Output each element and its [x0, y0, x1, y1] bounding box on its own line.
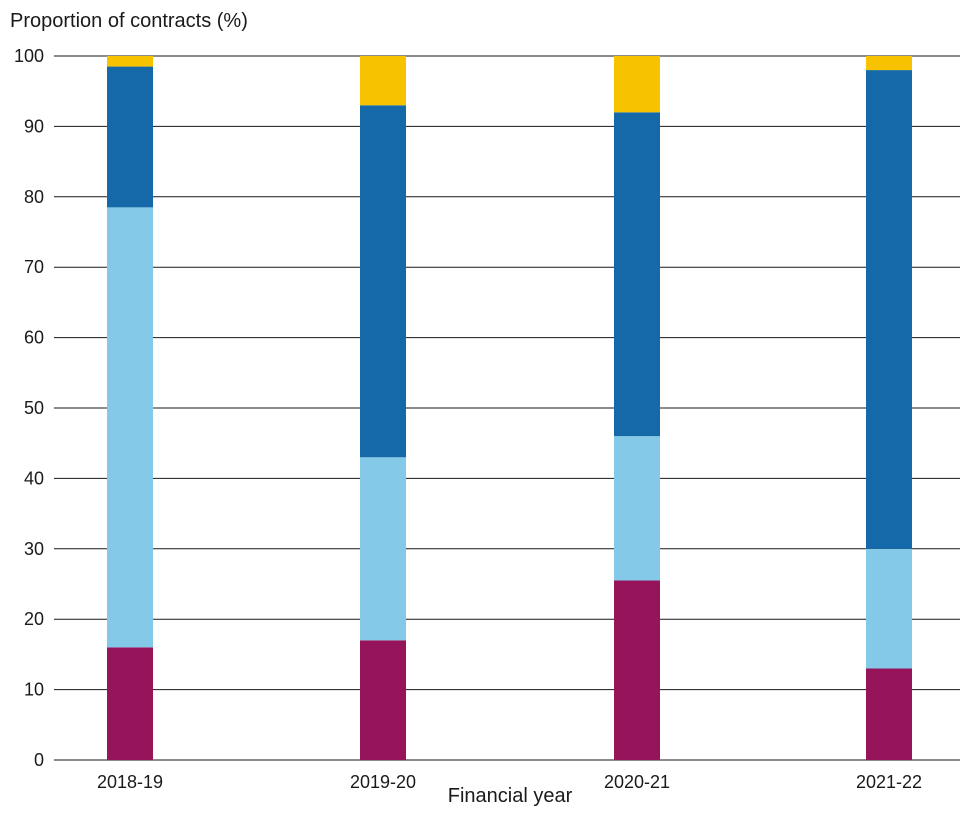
gridlines [54, 55, 960, 761]
bar-segment [866, 70, 912, 549]
bar-segment [107, 56, 153, 67]
y-tick-label: 50 [24, 398, 44, 418]
y-tick-label: 100 [14, 46, 44, 66]
y-tick-labels: 0 10 20 30 40 50 60 70 80 90 100 [14, 46, 44, 770]
y-tick-label: 30 [24, 539, 44, 559]
bar-segment [614, 580, 660, 760]
bar-segment [360, 457, 406, 641]
bar-segment [866, 548, 912, 669]
x-tick-label: 2021-22 [856, 772, 922, 792]
bar-segment [614, 112, 660, 437]
y-tick-label: 80 [24, 187, 44, 207]
y-tick-label: 20 [24, 609, 44, 629]
bar-segment [360, 105, 406, 458]
x-axis-title: Financial year [448, 785, 573, 807]
bar-segment [107, 207, 153, 648]
x-tick-label: 2019-20 [350, 772, 416, 792]
y-tick-label: 40 [24, 468, 44, 488]
bars [107, 56, 912, 760]
y-tick-label: 0 [34, 750, 44, 770]
y-tick-label: 70 [24, 257, 44, 277]
bar-segment [866, 56, 912, 71]
y-tick-label: 90 [24, 116, 44, 136]
y-tick-label: 10 [24, 680, 44, 700]
bar-segment [360, 56, 406, 106]
bar-segment [614, 56, 660, 113]
bar-segment [614, 436, 660, 581]
bar-segment [107, 647, 153, 760]
bar-segment [360, 640, 406, 760]
bar-segment [866, 668, 912, 760]
x-tick-label: 2020-21 [604, 772, 670, 792]
y-tick-label: 60 [24, 328, 44, 348]
y-axis-title: Proportion of contracts (%) [10, 10, 248, 32]
x-tick-labels: 2018-19 2019-20 2020-21 2021-22 [97, 772, 922, 792]
x-tick-label: 2018-19 [97, 772, 163, 792]
bar-segment [107, 66, 153, 208]
